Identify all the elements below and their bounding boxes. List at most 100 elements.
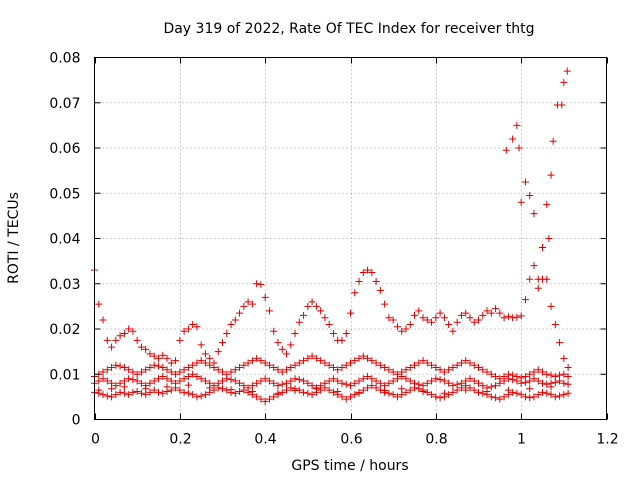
y-tick-labels: 0 0.01 0.02 0.03 0.04 0.05 0.06 0.07 0.08 <box>49 51 80 429</box>
data-point <box>398 368 406 376</box>
data-point <box>167 377 175 385</box>
data-point <box>159 389 167 397</box>
data-point <box>133 387 141 395</box>
data-point <box>547 171 555 179</box>
axis-ticks <box>94 57 608 420</box>
data-point <box>261 293 269 301</box>
data-point <box>432 314 440 322</box>
data-point <box>129 327 137 335</box>
data-point <box>308 352 316 360</box>
data-point <box>359 268 367 276</box>
data-point <box>526 370 534 378</box>
data-point <box>189 391 197 399</box>
data-point <box>197 392 205 400</box>
data-point <box>479 382 487 390</box>
data-point <box>398 391 406 399</box>
data-point <box>329 363 337 371</box>
data-point <box>283 366 290 374</box>
data-point <box>99 375 107 383</box>
data-point <box>449 327 457 335</box>
data-point <box>470 386 478 394</box>
data-point <box>487 393 495 401</box>
data-point <box>406 386 414 394</box>
data-point <box>317 307 325 315</box>
data-point <box>560 379 568 387</box>
data-point <box>274 339 282 347</box>
data-point <box>244 298 252 306</box>
data-point <box>99 316 107 324</box>
data-point <box>492 382 500 390</box>
data-point <box>526 377 534 385</box>
data-point <box>445 320 453 328</box>
data-point <box>381 387 389 395</box>
data-point <box>453 318 461 326</box>
data-point <box>231 366 239 374</box>
data-point <box>338 363 346 371</box>
data-point <box>129 376 137 384</box>
x-tick-label: 0.2 <box>169 432 191 448</box>
data-point <box>560 370 568 378</box>
data-point <box>176 386 184 394</box>
data-point <box>436 394 444 402</box>
y-tick-label: 0.01 <box>49 367 80 383</box>
data-point <box>449 382 457 390</box>
data-point <box>558 101 566 109</box>
data-point <box>372 384 380 392</box>
data-point <box>359 352 367 360</box>
data-point <box>150 352 158 360</box>
data-point <box>308 391 316 399</box>
data-point <box>125 391 133 399</box>
data-point <box>342 380 350 388</box>
data-point <box>517 374 525 382</box>
data-point <box>103 377 111 385</box>
data-point <box>355 389 363 397</box>
data-point <box>283 379 290 387</box>
data-point <box>176 377 184 385</box>
data-point <box>248 387 256 395</box>
data-point <box>142 391 150 399</box>
data-point <box>270 393 278 401</box>
data-point <box>155 354 162 362</box>
data-point <box>534 366 542 374</box>
data-point <box>244 384 252 392</box>
data-point <box>338 393 346 401</box>
data-point <box>304 379 312 387</box>
data-point <box>112 391 120 399</box>
y-tick-label: 0.03 <box>49 277 80 293</box>
data-point <box>526 275 534 283</box>
data-point <box>530 393 538 401</box>
data-point <box>278 345 286 353</box>
data-point <box>423 388 431 396</box>
data-point <box>227 368 235 376</box>
data-point <box>547 383 555 391</box>
data-point <box>193 359 201 367</box>
x-tick-label: 0.6 <box>340 432 362 448</box>
data-point <box>240 302 248 310</box>
data-point <box>261 359 269 367</box>
data-point <box>513 121 521 129</box>
data-point <box>530 210 538 218</box>
data-point <box>440 377 448 385</box>
data-points <box>91 67 572 405</box>
data-point <box>125 375 133 383</box>
data-point <box>129 388 137 396</box>
data-point <box>419 314 427 322</box>
data-point <box>368 268 376 276</box>
data-point <box>176 336 184 344</box>
data-point <box>150 377 158 385</box>
data-point <box>180 366 188 374</box>
data-point <box>355 277 363 285</box>
data-point <box>155 362 162 370</box>
data-point <box>304 354 312 362</box>
data-point <box>146 363 154 371</box>
data-point <box>470 361 478 369</box>
data-point <box>248 300 256 308</box>
data-point <box>415 359 423 367</box>
data-point <box>210 359 218 367</box>
data-point <box>219 377 226 385</box>
data-point <box>415 307 423 315</box>
data-point <box>201 391 209 399</box>
data-point <box>172 379 180 387</box>
data-point <box>551 393 559 401</box>
